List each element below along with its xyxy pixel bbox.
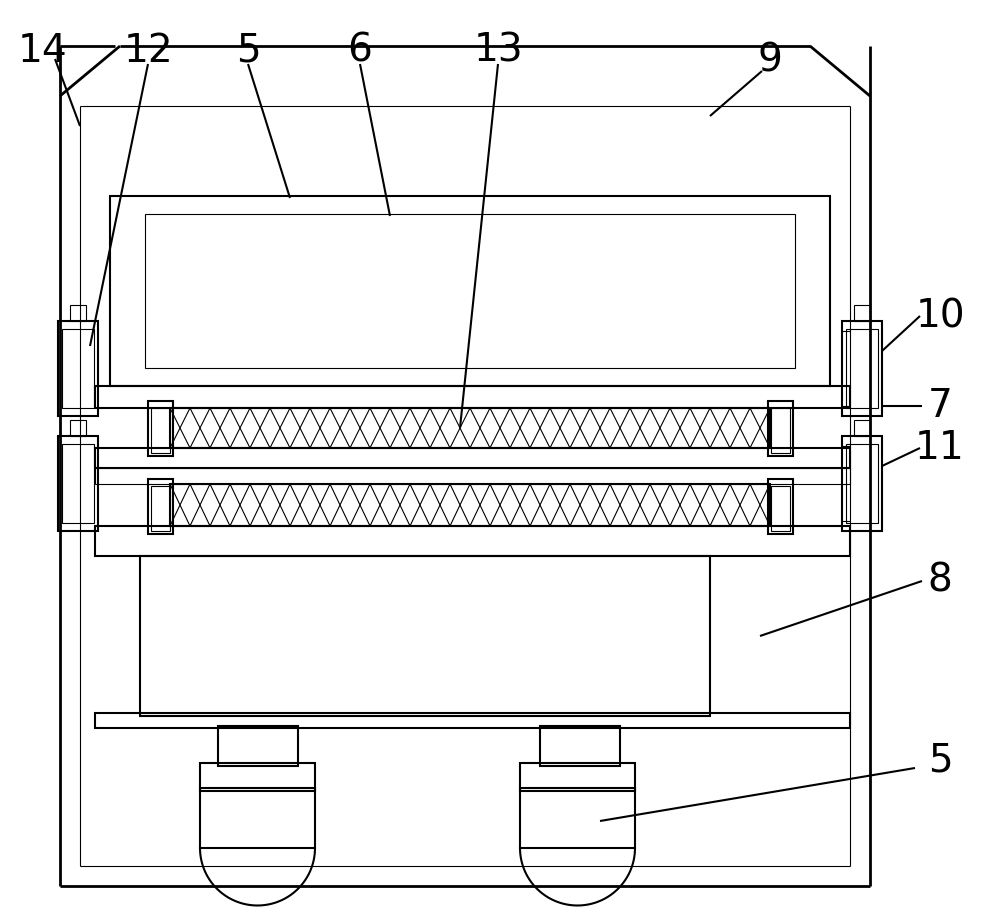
Bar [520,788,635,848]
Bar [842,321,882,416]
Bar [145,214,795,368]
Bar [62,329,94,408]
Bar [95,526,850,556]
Bar [200,763,315,791]
Bar [842,436,882,531]
Bar [95,468,850,484]
Bar [768,479,793,534]
Bar [771,486,790,531]
Bar [70,305,86,321]
Bar [846,444,878,523]
Text: 14: 14 [17,32,67,70]
Bar [110,196,830,386]
Bar [58,436,98,531]
Bar [854,420,870,436]
Bar [151,408,170,453]
Text: 11: 11 [915,429,965,467]
Text: 12: 12 [123,32,173,70]
Text: 9: 9 [758,42,782,80]
Bar [170,408,770,448]
Bar [58,321,98,416]
Text: 8: 8 [928,562,952,600]
Bar [846,329,878,408]
Bar [540,726,620,766]
Bar [62,444,94,523]
Bar [140,556,710,716]
Bar [218,726,298,766]
Text: 6: 6 [348,32,372,70]
Bar [170,484,770,526]
Bar [771,408,790,453]
Bar [854,305,870,321]
Bar [95,386,850,408]
Bar [768,401,793,456]
Bar [70,420,86,436]
Bar [200,788,315,848]
Text: 13: 13 [473,32,523,70]
Bar [520,763,635,791]
Text: 7: 7 [928,387,952,425]
Bar [95,713,850,728]
Text: 10: 10 [915,297,965,335]
Bar [95,448,850,468]
Text: 5: 5 [928,742,952,780]
Text: 5: 5 [236,32,260,70]
Bar [148,401,173,456]
Bar [151,486,170,531]
Bar [148,479,173,534]
